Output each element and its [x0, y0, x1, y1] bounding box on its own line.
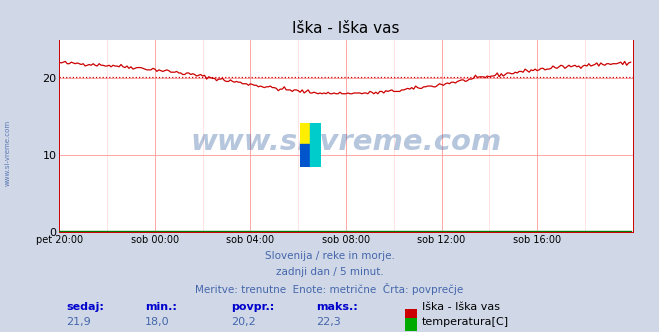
- Text: min.:: min.:: [145, 302, 177, 312]
- Text: sedaj:: sedaj:: [66, 302, 103, 312]
- Text: Iška - Iška vas: Iška - Iška vas: [422, 302, 500, 312]
- Text: zadnji dan / 5 minut.: zadnji dan / 5 minut.: [275, 267, 384, 277]
- Text: povpr.:: povpr.:: [231, 302, 274, 312]
- Text: 21,9: 21,9: [66, 317, 91, 327]
- Text: Meritve: trenutne  Enote: metrične  Črta: povprečje: Meritve: trenutne Enote: metrične Črta: …: [195, 283, 464, 295]
- Text: www.si-vreme.com: www.si-vreme.com: [190, 128, 501, 156]
- Text: 20,2: 20,2: [231, 317, 256, 327]
- Text: 18,0: 18,0: [145, 317, 169, 327]
- Text: temperatura[C]: temperatura[C]: [422, 317, 509, 327]
- Text: Slovenija / reke in morje.: Slovenija / reke in morje.: [264, 251, 395, 261]
- Text: 22,3: 22,3: [316, 317, 341, 327]
- Text: maks.:: maks.:: [316, 302, 358, 312]
- Title: Iška - Iška vas: Iška - Iška vas: [292, 21, 400, 36]
- Text: www.si-vreme.com: www.si-vreme.com: [5, 120, 11, 186]
